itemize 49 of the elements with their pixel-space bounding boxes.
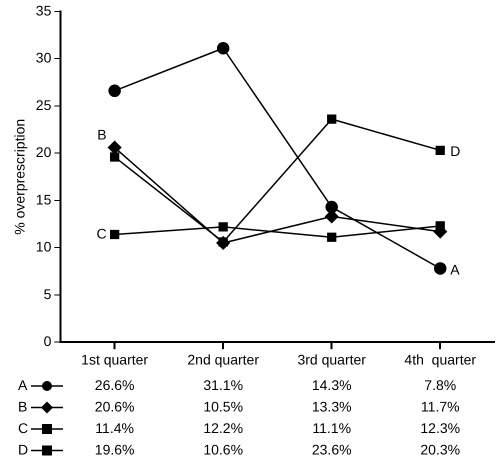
point	[216, 236, 230, 250]
y-tick-label: 0	[44, 333, 52, 350]
point	[108, 84, 121, 98]
y-tick-label: 5	[44, 286, 52, 302]
x-tick-label: 2nd quarter	[187, 351, 260, 368]
data-label: 11.4%	[95, 420, 134, 436]
text: C	[96, 225, 107, 242]
legend-label: C	[18, 420, 28, 436]
data-label: 11.1%	[312, 420, 352, 436]
point	[218, 222, 228, 232]
y-tick-label: 30	[36, 50, 52, 66]
legend-label: D	[18, 441, 28, 458]
point	[436, 146, 445, 155]
data-label: 10.5%	[203, 398, 244, 414]
data-label: 7.8%	[424, 376, 456, 393]
y-tick-label: 10	[36, 238, 52, 255]
data-label: 12.2%	[203, 420, 244, 436]
point	[327, 232, 336, 242]
data-label: 10.6%	[203, 441, 244, 458]
data-label: 31.1%	[203, 376, 244, 393]
y-tick-label: 20	[36, 144, 52, 160]
data-label: 14.3%	[312, 376, 352, 393]
data-label: 12.3%	[420, 420, 460, 436]
y-tick-label: 35	[36, 2, 52, 18]
point	[434, 262, 446, 275]
y-tick-label: 15	[36, 191, 52, 208]
data-label: 20.3%	[420, 441, 460, 458]
point	[108, 140, 122, 154]
point	[110, 230, 120, 240]
text: B	[97, 126, 107, 142]
data-label: 23.6%	[312, 441, 352, 458]
point	[327, 114, 336, 124]
data-label: 20.6%	[94, 398, 134, 414]
point	[216, 42, 230, 55]
legend-label: B	[18, 398, 28, 414]
x-tick-label: 4th quarter	[404, 351, 476, 368]
x-tick-label: 3rd quarter	[297, 351, 366, 368]
data-label: 26.6%	[94, 376, 134, 393]
y-axis-title: % overprescription	[11, 118, 28, 235]
data-label: 19.6%	[94, 441, 134, 458]
data-label: 13.3%	[312, 398, 352, 414]
data-label: 11.7%	[420, 398, 460, 414]
point	[325, 200, 338, 214]
x-tick-label: 1st quarter	[81, 351, 148, 368]
y-tick-label: 25	[36, 96, 52, 113]
legend-label: A	[18, 376, 28, 393]
text: D	[450, 143, 460, 160]
point	[110, 152, 120, 162]
text: A	[450, 261, 460, 278]
